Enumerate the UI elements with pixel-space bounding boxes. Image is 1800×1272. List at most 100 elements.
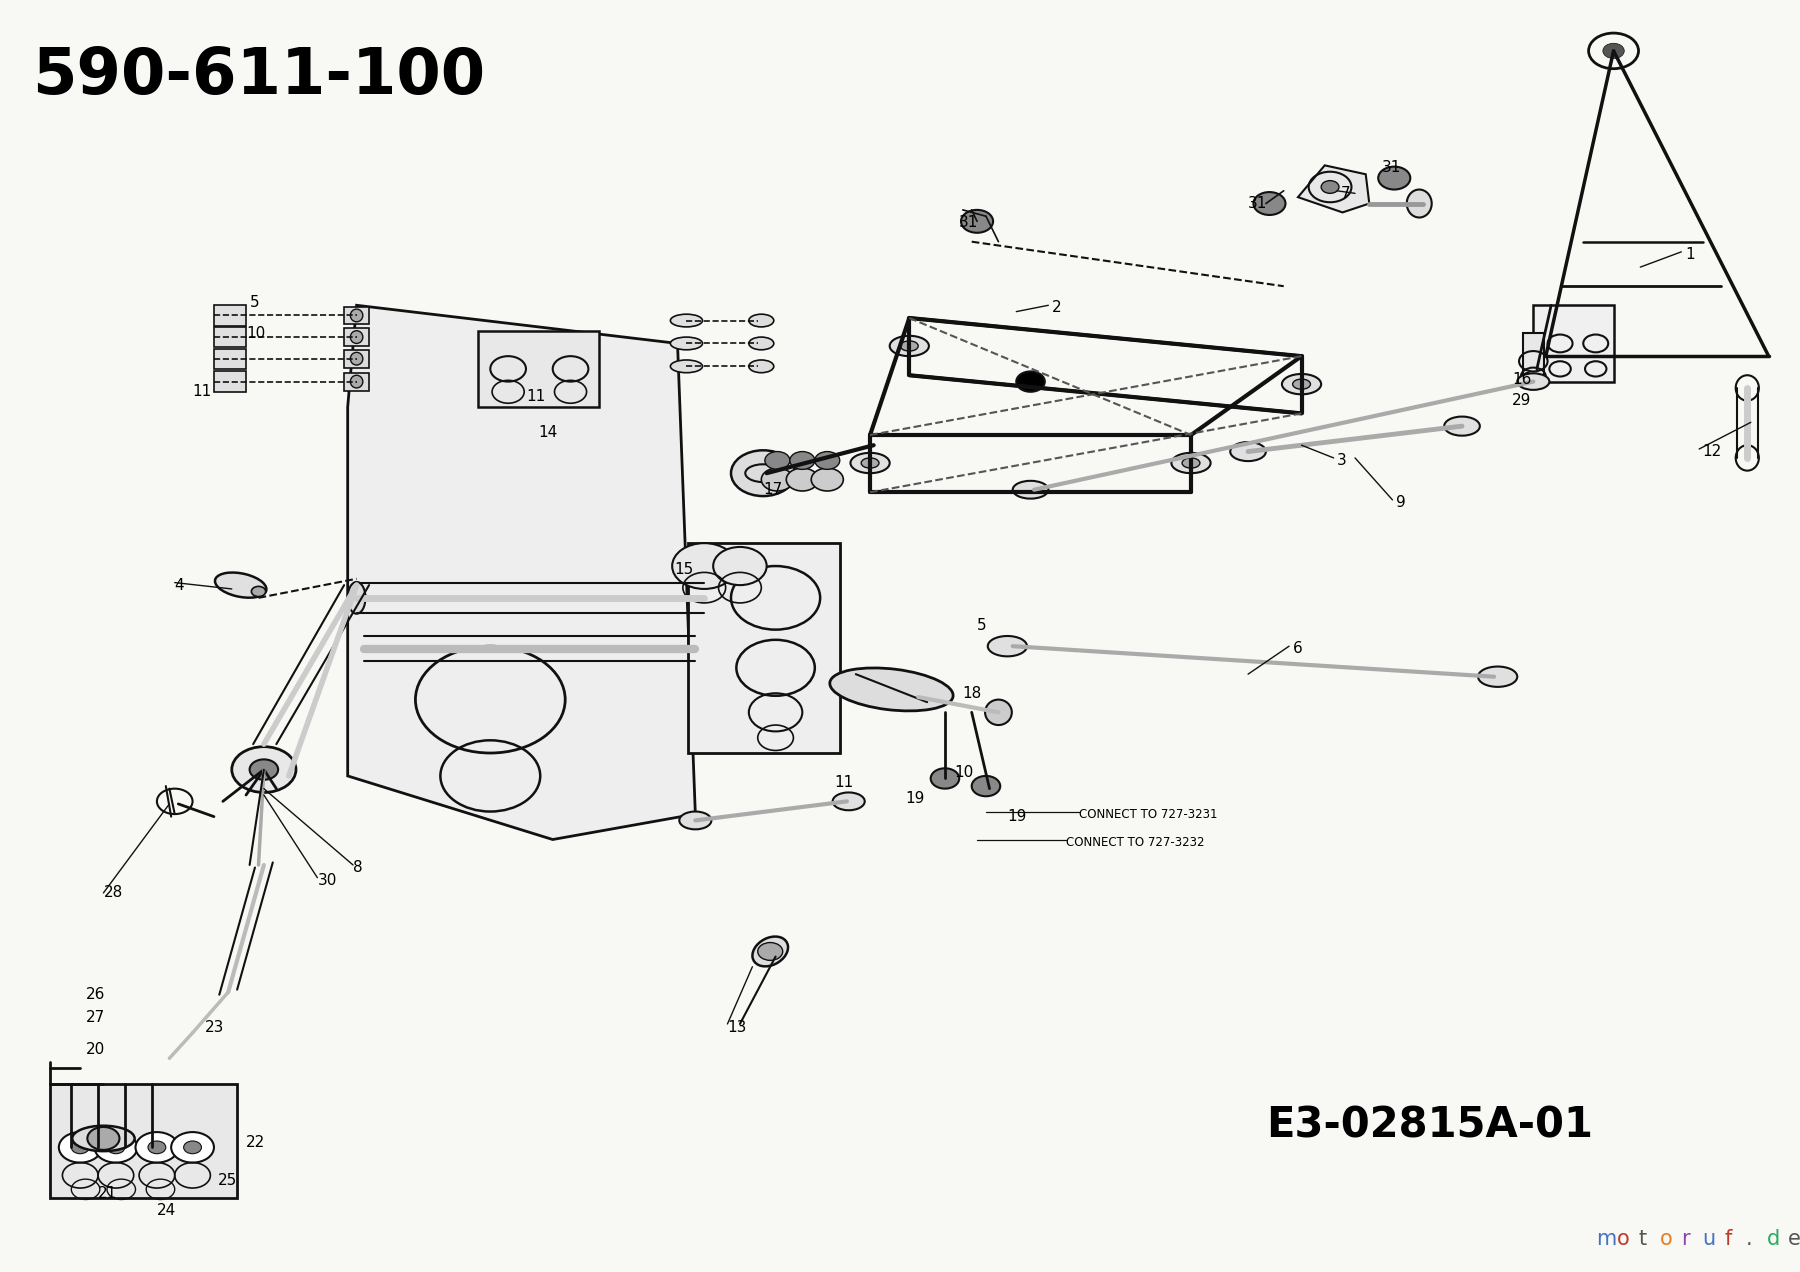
Text: 590-611-100: 590-611-100 (32, 45, 486, 107)
Text: f: f (1724, 1229, 1732, 1249)
Ellipse shape (351, 352, 364, 365)
Circle shape (135, 1132, 178, 1163)
Ellipse shape (351, 309, 364, 322)
Bar (50, 1084, 238, 1198)
Text: 9: 9 (1397, 495, 1406, 510)
Bar (477, 331, 599, 407)
Text: e: e (1787, 1229, 1800, 1249)
Text: 11: 11 (193, 384, 212, 399)
Text: 19: 19 (905, 791, 925, 806)
Text: CONNECT TO 727-3231: CONNECT TO 727-3231 (1078, 808, 1217, 820)
Text: 1: 1 (1685, 247, 1694, 262)
Circle shape (72, 1141, 90, 1154)
Circle shape (758, 943, 783, 960)
Bar (344, 373, 369, 391)
Circle shape (1602, 43, 1624, 59)
Circle shape (713, 547, 767, 585)
Text: o: o (1660, 1229, 1672, 1249)
Text: 25: 25 (218, 1173, 238, 1188)
Ellipse shape (72, 1126, 135, 1151)
Ellipse shape (214, 572, 266, 598)
Text: r: r (1681, 1229, 1690, 1249)
Ellipse shape (351, 331, 364, 343)
Text: t: t (1638, 1229, 1647, 1249)
Ellipse shape (1013, 481, 1048, 499)
Text: 3: 3 (1337, 453, 1346, 468)
Text: 11: 11 (835, 775, 853, 790)
Circle shape (765, 452, 790, 469)
Text: 31: 31 (1247, 196, 1267, 211)
Bar (214, 371, 247, 392)
Circle shape (1321, 181, 1339, 193)
Text: o: o (1616, 1229, 1629, 1249)
Text: 8: 8 (353, 860, 362, 875)
Ellipse shape (670, 337, 702, 350)
Circle shape (106, 1141, 124, 1154)
Bar (1534, 305, 1613, 382)
Circle shape (94, 1132, 137, 1163)
Circle shape (59, 1132, 101, 1163)
Text: 30: 30 (317, 873, 337, 888)
Ellipse shape (1478, 667, 1517, 687)
Text: 10: 10 (247, 326, 265, 341)
Text: 24: 24 (157, 1203, 176, 1219)
Bar (688, 543, 841, 753)
Text: m: m (1597, 1229, 1616, 1249)
Text: 20: 20 (86, 1042, 104, 1057)
Text: 15: 15 (673, 562, 693, 577)
Ellipse shape (749, 360, 774, 373)
Ellipse shape (752, 936, 788, 967)
Text: 14: 14 (538, 425, 558, 440)
Circle shape (787, 468, 819, 491)
Ellipse shape (860, 458, 878, 468)
Text: 23: 23 (205, 1020, 225, 1035)
Ellipse shape (679, 812, 711, 829)
Circle shape (232, 747, 295, 792)
Ellipse shape (1282, 374, 1321, 394)
Polygon shape (1298, 165, 1370, 212)
Circle shape (1379, 167, 1411, 190)
Circle shape (1253, 192, 1285, 215)
Text: 21: 21 (97, 1186, 117, 1201)
Circle shape (250, 759, 279, 780)
Text: 10: 10 (954, 764, 974, 780)
Bar (344, 307, 369, 324)
Ellipse shape (1517, 374, 1550, 389)
Circle shape (972, 776, 1001, 796)
Bar (214, 305, 247, 326)
Text: 22: 22 (247, 1135, 265, 1150)
Text: d: d (1768, 1229, 1780, 1249)
Circle shape (761, 468, 794, 491)
Ellipse shape (351, 375, 364, 388)
Text: 29: 29 (1512, 393, 1532, 408)
Circle shape (731, 450, 796, 496)
Bar (344, 328, 369, 346)
Text: 31: 31 (1382, 160, 1400, 176)
Ellipse shape (988, 636, 1028, 656)
Ellipse shape (850, 453, 889, 473)
Ellipse shape (1408, 190, 1431, 218)
Circle shape (88, 1127, 119, 1150)
Ellipse shape (670, 314, 702, 327)
Text: 16: 16 (1512, 371, 1532, 387)
Circle shape (1017, 371, 1044, 392)
Ellipse shape (1172, 453, 1211, 473)
Text: 4: 4 (175, 577, 184, 593)
Ellipse shape (1183, 458, 1201, 468)
Circle shape (931, 768, 959, 789)
Circle shape (148, 1141, 166, 1154)
Bar (214, 327, 247, 347)
Text: 12: 12 (1703, 444, 1723, 459)
Bar (1523, 333, 1544, 387)
Text: E3-02815A-01: E3-02815A-01 (1265, 1104, 1593, 1147)
Ellipse shape (1229, 441, 1265, 460)
Ellipse shape (830, 668, 954, 711)
Text: 5: 5 (977, 618, 986, 633)
Bar (344, 350, 369, 368)
Text: 28: 28 (103, 885, 122, 901)
Ellipse shape (833, 792, 864, 810)
Text: 18: 18 (963, 686, 983, 701)
Text: 2: 2 (1051, 300, 1062, 315)
Ellipse shape (900, 341, 918, 351)
Text: 6: 6 (1292, 641, 1303, 656)
